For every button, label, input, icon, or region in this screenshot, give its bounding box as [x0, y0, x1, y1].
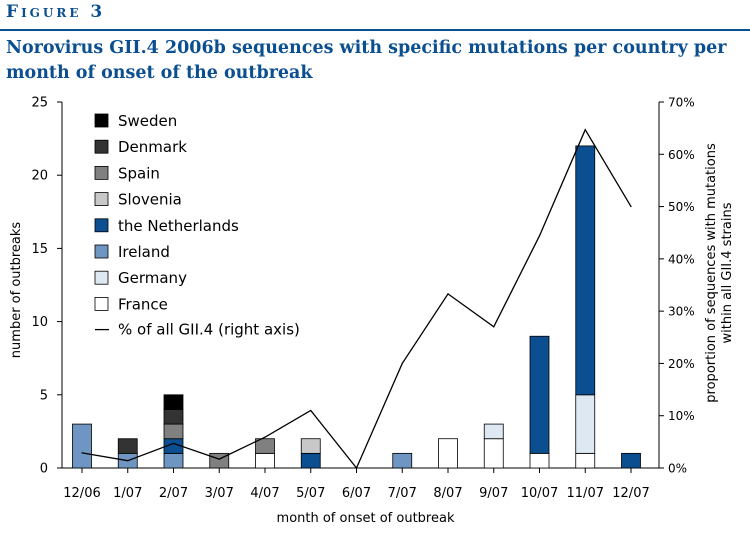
legend-label-sweden: Sweden	[118, 112, 177, 130]
bar-segment-the-netherlands	[529, 335, 550, 454]
right-y-axis-label: proportion of sequences with mutationswi…	[704, 143, 735, 403]
line-point	[81, 452, 83, 454]
left-y-tick-label: 15	[31, 242, 48, 257]
legend-swatch-france	[94, 296, 109, 311]
right-y-tick-label: 0%	[668, 462, 687, 476]
x-tick-label: 3/07	[205, 486, 234, 501]
legend-swatch-sweden	[94, 113, 109, 128]
bar-segment-france	[529, 452, 550, 469]
bar-segment-ireland	[163, 452, 184, 469]
left-y-tick-label: 5	[40, 388, 48, 403]
line-point	[401, 362, 403, 365]
line-point	[447, 293, 449, 295]
tick-labels: 0 5 10 15 20 25 0% 10% 20% 30% 40% 50% 60% 70% 12/06 1/…	[31, 96, 694, 502]
line-point	[127, 460, 129, 462]
line-point	[172, 442, 175, 445]
line-point	[584, 129, 586, 131]
bar-segment-france	[255, 452, 275, 469]
right-y-tick-label: 20%	[668, 357, 695, 371]
left-y-tick-label: 25	[31, 96, 48, 111]
x-tick-label: 11/07	[567, 486, 604, 501]
axes	[61, 102, 660, 469]
y-axis-label: number of outbreaks	[9, 222, 24, 359]
right-y-tick-label: 60%	[668, 148, 695, 162]
bar-segment-spain	[163, 423, 184, 440]
line-point	[310, 409, 312, 412]
x-tick-label: 5/07	[296, 486, 325, 501]
x-tick-label: 12/06	[63, 486, 100, 501]
x-tick-label: 8/07	[433, 486, 462, 501]
legend-label-ireland: Ireland	[118, 243, 170, 261]
right-y-tick-label: 70%	[668, 96, 695, 110]
legend-label-line: % of all GII.4 (right axis)	[118, 321, 300, 339]
legend-swatch-ireland	[94, 244, 109, 259]
legend-swatch-germany	[94, 270, 109, 285]
line-point	[538, 235, 541, 237]
legend-swatch-slovenia	[94, 192, 109, 207]
bar-segment-france	[575, 452, 596, 469]
bar-segment-the-netherlands	[575, 145, 596, 396]
bar-segment-ireland	[72, 423, 92, 469]
x-tick-label: 12/07	[612, 486, 649, 501]
line-point	[493, 326, 495, 328]
title-rule	[0, 29, 750, 31]
right-y-tick-label: 30%	[668, 305, 695, 319]
legend-label-the-netherlands: the Netherlands	[118, 217, 239, 235]
x-tick-label: 9/07	[479, 486, 508, 501]
left-y-tick-label: 10	[31, 315, 48, 330]
right-y-tick-label: 50%	[668, 200, 695, 214]
x-tick-label: 7/07	[388, 486, 417, 501]
bar-segment-germany	[483, 423, 504, 440]
right-y-axis-label-line1: proportion of sequences with mutations	[704, 143, 719, 403]
bar-segment-ireland	[392, 452, 413, 469]
legend-label-slovenia: Slovenia	[118, 191, 182, 209]
chart-title: Norovirus GII.4 2006b sequences with spe…	[6, 38, 727, 83]
bar-segment-denmark	[117, 438, 138, 454]
x-axis-label: month of onset of outbreak	[277, 511, 455, 526]
line-point	[264, 436, 266, 438]
bar-segment-germany	[575, 394, 596, 454]
right-y-tick-label: 10%	[668, 409, 695, 423]
left-y-tick-label: 0	[40, 462, 48, 477]
bars	[72, 145, 641, 469]
bar-segment-france	[483, 438, 504, 469]
x-tick-label: 2/07	[159, 486, 188, 501]
bar-segment-denmark	[163, 409, 184, 425]
figure-label: Figure 3	[6, 2, 106, 22]
legend-label-denmark: Denmark	[118, 138, 187, 156]
bar-segment-the-netherlands	[621, 452, 641, 469]
left-y-tick-label: 20	[31, 169, 48, 184]
x-tick-label: 4/07	[250, 486, 279, 501]
line-point	[630, 205, 632, 208]
bar-segment-slovenia	[300, 438, 321, 454]
legend: Sweden Denmark Spain Slovenia the Netherland…	[94, 112, 300, 339]
x-tick-label: 6/07	[342, 486, 371, 501]
bar-segment-spain	[255, 438, 275, 454]
legend-swatch-the-netherlands	[94, 218, 109, 233]
line-point	[218, 458, 220, 460]
legend-label-spain: Spain	[118, 164, 160, 182]
bar-segment-sweden	[163, 394, 184, 410]
legend-swatch-denmark	[94, 139, 109, 154]
x-tick-label: 10/07	[521, 486, 558, 501]
x-tick-label: 1/07	[113, 486, 142, 501]
bar-segment-the-netherlands	[300, 452, 321, 469]
legend-label-france: France	[118, 295, 168, 313]
legend-label-germany: Germany	[118, 269, 187, 287]
legend-swatch-spain	[94, 165, 109, 180]
right-y-axis-label-line2: within all GII.4 strains	[720, 202, 735, 343]
right-y-tick-label: 40%	[668, 252, 695, 266]
bar-segment-france	[438, 438, 458, 469]
